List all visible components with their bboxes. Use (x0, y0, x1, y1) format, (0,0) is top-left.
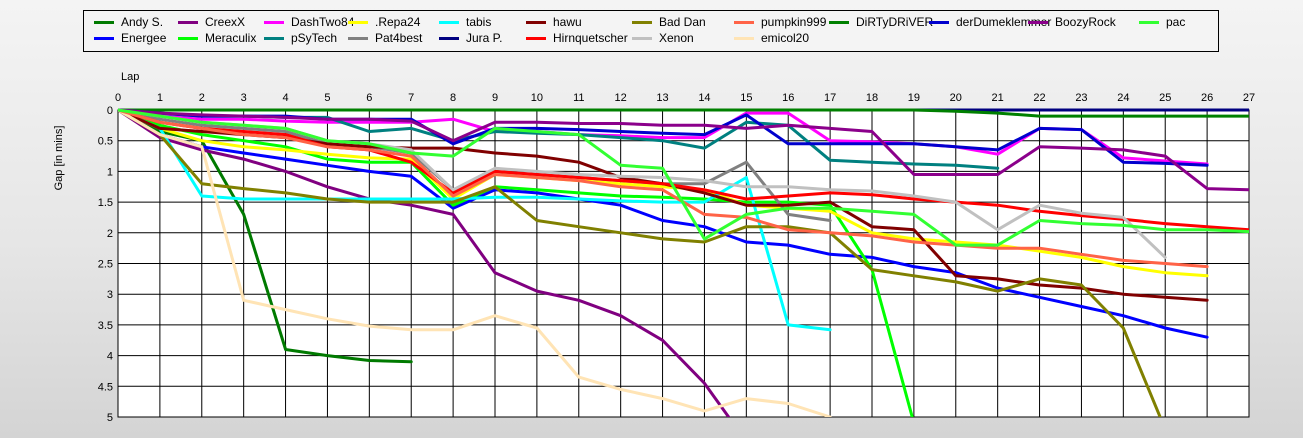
x-tick-label: 7 (408, 92, 414, 104)
x-tick-label: 11 (573, 92, 584, 104)
legend-swatch (734, 21, 754, 24)
series-line-andy-s (118, 108, 413, 364)
x-tick-label: 20 (950, 92, 962, 104)
series-line-dirtydriver (118, 108, 1249, 118)
x-tick-label: 26 (1201, 92, 1213, 104)
legend-label: Energee (121, 31, 167, 45)
legend-swatch (526, 21, 546, 24)
legend-label: Xenon (659, 31, 694, 45)
legend-swatch (829, 21, 849, 24)
legend-label: pumpkin999 (761, 15, 827, 29)
legend-swatch (94, 37, 114, 40)
x-tick-label: 8 (450, 92, 456, 104)
legend-swatch (439, 37, 459, 40)
y-tick-label: 1 (107, 166, 113, 178)
x-tick-label: 25 (1159, 92, 1171, 104)
series-lines (118, 108, 1249, 417)
legend-swatch (178, 21, 198, 24)
y-tick-label: 2.5 (98, 259, 113, 271)
x-tick-label: 19 (908, 92, 920, 104)
legend-label: Andy S. (121, 15, 164, 29)
x-axis-title: Lap (121, 71, 139, 83)
x-tick-label: 12 (615, 92, 627, 104)
legend-label: emicol20 (761, 31, 810, 45)
legend-label: tabis (466, 15, 492, 29)
legend-swatch (94, 21, 114, 24)
y-tick-label: 4.5 (98, 381, 113, 393)
y-tick-label: 4 (107, 351, 113, 363)
x-tick-label: 1 (157, 92, 163, 104)
legend-label: CreexX (205, 15, 246, 29)
x-tick-label: 27 (1243, 92, 1255, 104)
y-tick-label: 1.5 (98, 197, 113, 209)
series-line-pac (118, 108, 1249, 247)
x-tick-label: 0 (115, 92, 121, 104)
x-tick-label: 21 (992, 92, 1004, 104)
chart-legend: Andy S. Energee CreexX Meraculix DashTwo84 pS… (83, 10, 1219, 52)
series-line-creexx (118, 108, 731, 417)
legend-label: pac (1166, 15, 1186, 29)
x-tick-label: 23 (1075, 92, 1087, 104)
y-tick-label: 0 (107, 105, 113, 117)
legend-swatch (929, 21, 949, 24)
x-tick-label: 16 (782, 92, 794, 104)
legend-swatch (264, 21, 284, 24)
series-line-bad-dan (118, 108, 1162, 417)
legend-label: Pat4best (375, 31, 423, 45)
tick-labels: 0 1 2 3 4 5 6 7 8 9 10 11 12 13 14 15 16 17 18 19 20 21 22 23 24… (98, 92, 1255, 424)
legend-label: pSyTech (291, 31, 338, 45)
legend-swatch (632, 37, 652, 40)
legend-swatch (348, 21, 368, 24)
x-tick-label: 22 (1033, 92, 1045, 104)
x-tick-label: 4 (282, 92, 288, 104)
x-tick-label: 18 (866, 92, 878, 104)
legend-swatch (526, 37, 546, 40)
series-line-energee (118, 108, 1209, 339)
series-line-pumpkin999 (118, 108, 1209, 269)
x-tick-label: 13 (656, 92, 668, 104)
legend-swatch (348, 37, 368, 40)
y-tick-label: 2 (107, 228, 113, 240)
legend-label: DiRTyDRiVER (856, 15, 934, 29)
legend-swatch (1139, 21, 1159, 24)
legend-swatch (264, 37, 284, 40)
x-tick-label: 14 (698, 92, 710, 104)
y-axis-title: Gap [in mins] (53, 126, 65, 191)
legend-swatch (178, 37, 198, 40)
x-tick-label: 3 (241, 92, 247, 104)
y-tick-label: 0.5 (98, 136, 113, 148)
x-tick-label: 24 (1117, 92, 1129, 104)
legend-label: .Repa24 (375, 15, 421, 29)
legend-label: derDumeklemmer (956, 15, 1052, 29)
legend-label: Jura P. (466, 31, 503, 45)
legend-label: hawu (553, 15, 582, 29)
legend-label: Meraculix (205, 31, 257, 45)
x-tick-label: 17 (824, 92, 836, 104)
legend-label: Bad Dan (659, 15, 706, 29)
legend-swatch (1028, 21, 1048, 24)
series-line-emicol20 (118, 108, 832, 417)
legend-label: BoozyRock (1055, 15, 1116, 29)
y-tick-label: 5 (107, 412, 113, 424)
legend-swatch (734, 37, 754, 40)
x-tick-label: 5 (324, 92, 330, 104)
series-line-boozyrock (118, 108, 1249, 192)
x-tick-label: 15 (740, 92, 752, 104)
x-tick-label: 10 (531, 92, 543, 104)
x-tick-label: 9 (492, 92, 498, 104)
y-tick-label: 3.5 (98, 320, 113, 332)
legend-label: DashTwo84 (291, 15, 355, 29)
series-line-tabis (118, 108, 832, 332)
x-tick-label: 2 (199, 92, 205, 104)
x-tick-label: 6 (366, 92, 372, 104)
y-tick-label: 3 (107, 289, 113, 301)
legend-swatch (439, 21, 459, 24)
legend-swatch (632, 21, 652, 24)
legend-label: Hirnquetscher (553, 31, 628, 45)
series-line-meraculix (118, 108, 914, 417)
